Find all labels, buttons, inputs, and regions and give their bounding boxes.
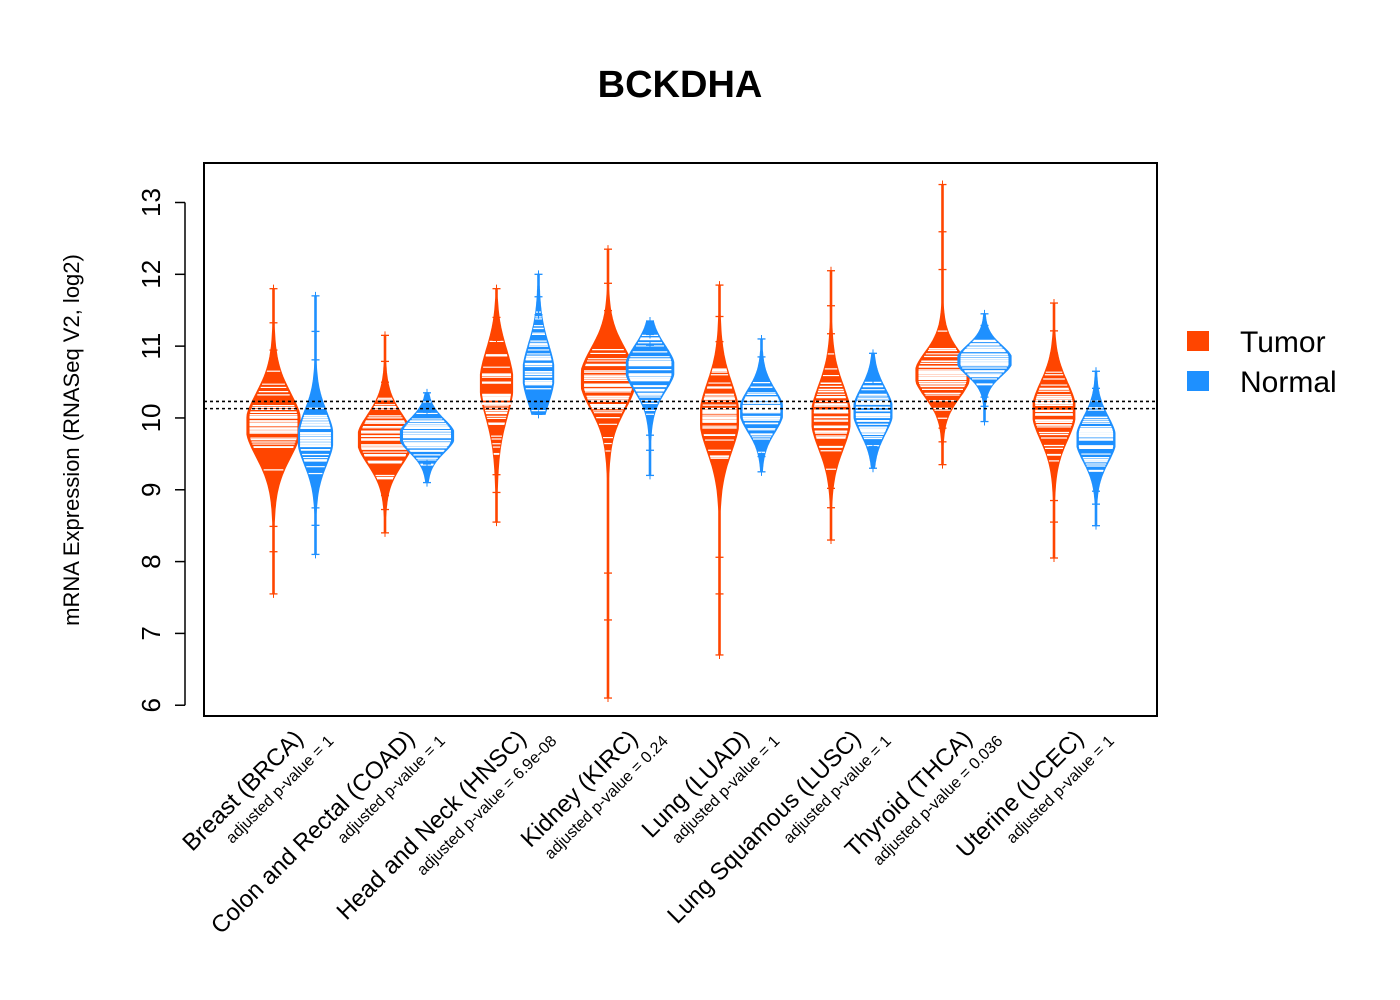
legend-swatch-tumor (1187, 331, 1209, 351)
legend-swatch-normal (1187, 371, 1209, 391)
y-tick-label: 8 (136, 554, 166, 568)
bean-normal-1 (399, 388, 455, 487)
bean-tumor-density (915, 184, 970, 466)
plot-frame (203, 162, 1158, 717)
y-tick-label: 7 (136, 626, 166, 640)
y-tick-label: 9 (136, 483, 166, 497)
bean-tumor-6 (915, 180, 970, 469)
reference-lines (204, 400, 1157, 410)
bean-normal-5 (853, 349, 893, 473)
y-tick-label: 12 (136, 260, 166, 289)
y-axis-label: mRNA Expression (RNASeq V2, log2) (59, 254, 84, 626)
legend: Tumor Normal (1187, 326, 1337, 399)
legend-label-normal: Normal (1240, 366, 1337, 399)
bean-tumor-density (580, 248, 636, 699)
bean-tumor-4 (700, 281, 739, 659)
bean-normal-0 (297, 291, 334, 559)
bean-normal-6 (957, 309, 1012, 426)
bean-normal-7 (1076, 367, 1116, 530)
bean-tumor-0 (246, 284, 301, 598)
bean-tumor-3 (580, 245, 636, 703)
bean-normal-3 (625, 317, 675, 480)
y-axis: 6 7 8 9 10 11 12 13 (136, 188, 186, 712)
bean-tumor-2 (479, 284, 514, 527)
legend-label-tumor: Tumor (1240, 326, 1326, 359)
bean-tumor-7 (1032, 299, 1076, 562)
chart-title: BCKDHA (598, 64, 763, 106)
y-tick-label: 11 (136, 333, 166, 360)
beans-layer (246, 180, 1116, 703)
bean-normal-2 (522, 270, 555, 419)
bean-normal-4 (740, 334, 783, 476)
y-tick-label: 6 (136, 698, 166, 712)
bean-tumor-5 (811, 266, 851, 545)
y-tick-label: 10 (136, 403, 166, 432)
y-tick-label: 13 (136, 188, 166, 217)
